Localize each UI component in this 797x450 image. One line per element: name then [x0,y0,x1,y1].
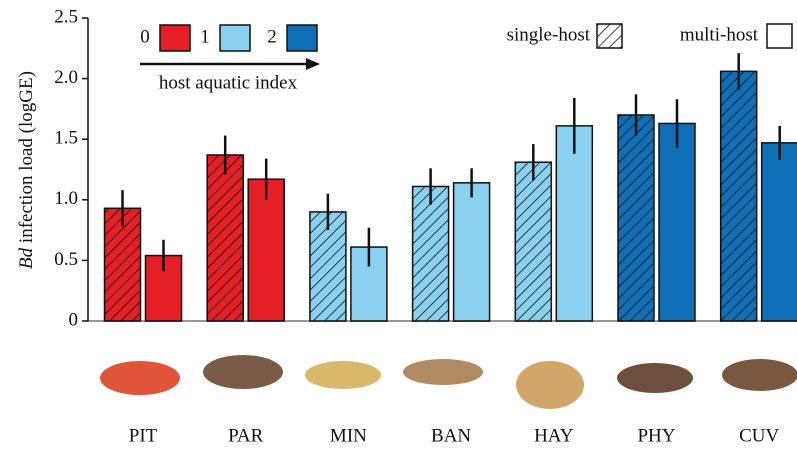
bar [248,179,284,321]
y-tick-label: 2.5 [54,6,78,27]
legend-swatch [597,24,622,48]
bar [454,183,490,321]
legend-swatch [220,25,250,51]
frog [100,361,180,395]
chart: Bd infection load (logGE) 0 0.5 1.0 1.5 2.0 2… [0,0,797,450]
bar [207,155,243,321]
x-tick-label: BAN [431,425,471,446]
bar [515,162,551,321]
y-axis-label-rest: infection load (logGE) [16,71,37,243]
frog [305,361,381,389]
bar [413,186,449,321]
x-tick-label: PHY [637,425,675,446]
frog-images [100,355,797,409]
legend-label: single-host [507,24,591,45]
frog [516,361,584,409]
legend-swatch [767,24,792,48]
y-axis-label: Bd infection load (logGE) [16,71,37,269]
legend-label: 2 [267,26,277,47]
y-tick-label: 2.0 [54,67,78,88]
bar [721,71,757,321]
legend-swatch [160,25,190,51]
y-tick-label: 0.5 [54,249,78,270]
frog [722,359,797,391]
legend-label: 0 [140,26,150,47]
page: {"chart_data": { "type": "bar", "ylabel_… [0,0,797,450]
x-tick-label: PAR [228,425,264,446]
x-tick-label: PIT [129,425,158,446]
y-tick-label: 1.5 [54,128,78,149]
y-axis-label-italic: Bd [16,247,37,269]
legend-arrowhead [306,58,320,70]
bar [659,123,695,321]
bar [556,126,592,321]
frog [403,359,483,385]
legend-label: multi-host [680,24,759,45]
legend-swatch [287,25,317,51]
legend-title: host aquatic index [159,72,298,93]
bar [618,115,654,321]
legend-label: 1 [200,26,210,47]
x-tick-label: CUV [739,425,779,446]
frog [617,363,693,393]
y-tick-label: 0 [69,309,79,330]
x-tick-label: HAY [534,425,574,446]
frog [203,355,283,389]
bar [762,143,797,321]
x-tick-label: MIN [330,425,367,446]
y-tick-label: 1.0 [54,188,78,209]
